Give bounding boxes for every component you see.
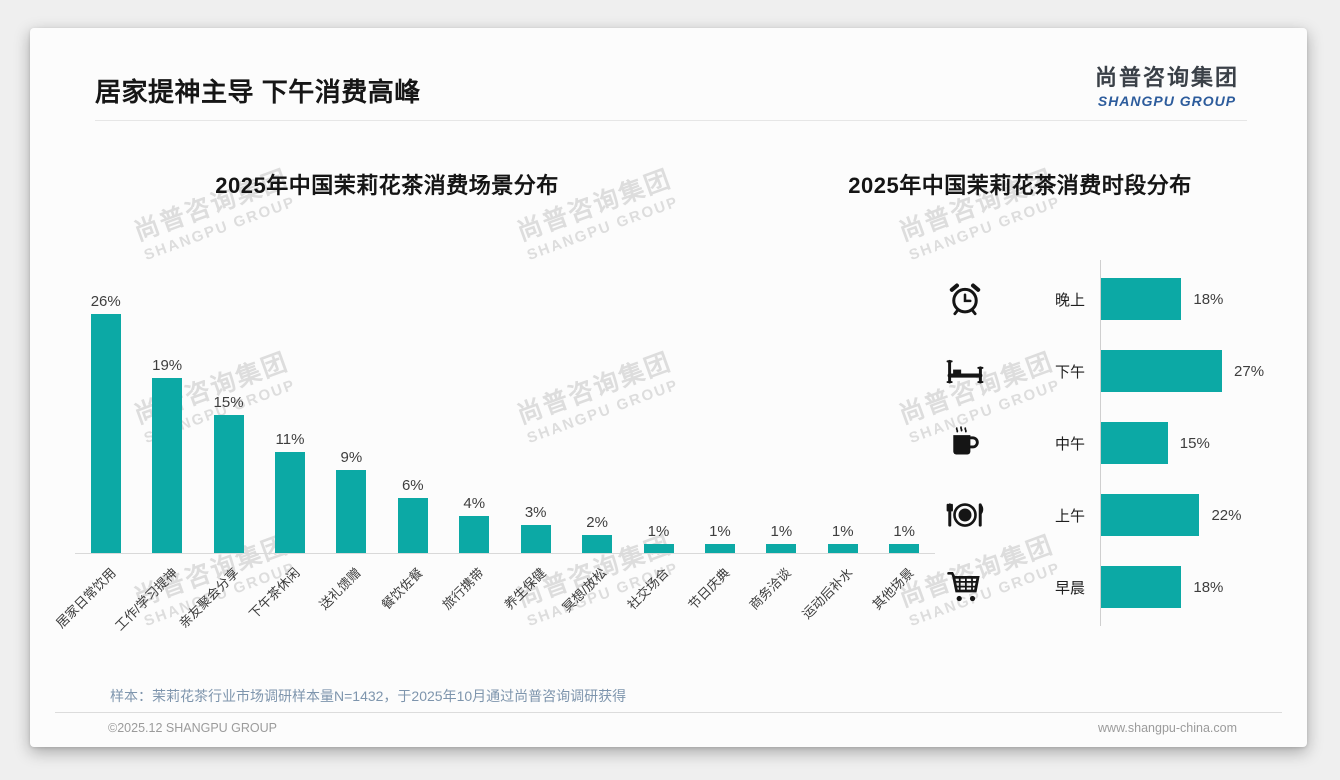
time-chart-title: 2025年中国茉莉花茶消费时段分布 bbox=[848, 173, 1192, 198]
bar-column: 1% 其他场景 bbox=[870, 287, 934, 613]
shopping-cart-icon bbox=[940, 566, 990, 608]
scene-bar bbox=[704, 543, 735, 553]
bar-value-label: 9% bbox=[340, 449, 363, 467]
time-bar-wrap: 15% bbox=[1100, 422, 1210, 464]
bar-column: 9% 送礼馈赠 bbox=[317, 287, 382, 613]
time-row: 早晨 18% bbox=[820, 551, 1285, 623]
bar-column: 1% 节日庆典 bbox=[685, 287, 750, 613]
title-divider bbox=[95, 120, 1247, 121]
time-label: 中午 bbox=[1054, 435, 1085, 453]
bar-value-label: 2% bbox=[586, 513, 608, 531]
bar-value-label: 1% bbox=[770, 522, 793, 540]
sample-footnote: 样本：茉莉花茶行业市场调研样本量N=1432，于2025年10月通过尚普咨询调研… bbox=[110, 688, 627, 704]
scene-bar bbox=[336, 470, 367, 553]
category-label: 下午茶休闲 bbox=[246, 565, 303, 622]
time-label: 晚上 bbox=[1054, 291, 1085, 309]
bar-column: 2% 冥想/放松 bbox=[560, 287, 627, 615]
category-label: 冥想/放松 bbox=[559, 565, 610, 616]
footer-copyright: ©2025.12 SHANGPU GROUP bbox=[108, 721, 277, 735]
scene-bar bbox=[520, 525, 551, 553]
report-slide: 尚普咨询集团 SHANGPU GROUP 尚普咨询集团 SHANGPU GROUP 尚普… bbox=[30, 28, 1307, 747]
time-value-label: 27% bbox=[1234, 362, 1265, 380]
bar-column: 15% 亲友聚会分享 bbox=[176, 287, 259, 631]
time-bar-wrap: 18% bbox=[1100, 566, 1223, 608]
bar-column: 4% 旅行携带 bbox=[440, 287, 505, 613]
time-chart-rows: 晚上 18% 下午 27% 中午 15% 上午 22% 早晨 18% bbox=[820, 260, 1285, 626]
category-label: 养生保健 bbox=[501, 565, 549, 613]
bar-column: 1% 社交场合 bbox=[624, 287, 689, 613]
scene-bar bbox=[213, 415, 244, 553]
time-label: 上午 bbox=[1054, 507, 1085, 525]
bar-value-label: 15% bbox=[213, 394, 244, 411]
bar-value-label: 4% bbox=[463, 495, 486, 513]
scene-bar bbox=[397, 497, 428, 553]
category-label: 旅行携带 bbox=[439, 565, 487, 613]
time-value-label: 15% bbox=[1179, 434, 1210, 452]
time-label: 下午 bbox=[1054, 363, 1085, 381]
scene-chart-title: 2025年中国茉莉花茶消费场景分布 bbox=[215, 173, 559, 198]
category-label: 送礼馈赠 bbox=[316, 565, 365, 613]
time-bar-wrap: 27% bbox=[1100, 350, 1264, 392]
time-bar-wrap: 22% bbox=[1100, 494, 1241, 536]
time-row: 上午 22% bbox=[820, 479, 1285, 551]
category-label: 餐饮佐餐 bbox=[378, 565, 426, 613]
time-label: 早晨 bbox=[1054, 579, 1085, 597]
category-label: 节日庆典 bbox=[685, 565, 733, 613]
bed-icon bbox=[940, 350, 990, 392]
bar-value-label: 1% bbox=[647, 522, 670, 540]
time-bar bbox=[1100, 494, 1200, 536]
scene-bar bbox=[152, 378, 183, 553]
footer-divider bbox=[55, 712, 1282, 713]
bar-column: 19% 工作/学习提神 bbox=[112, 287, 197, 633]
bar-value-label: 3% bbox=[524, 504, 547, 522]
category-label: 社交场合 bbox=[623, 565, 672, 613]
company-logo: 尚普咨询集团 SHANGPU GROUP bbox=[1095, 60, 1239, 109]
scene-bar bbox=[274, 451, 305, 553]
time-bar bbox=[1100, 566, 1182, 608]
dining-icon bbox=[940, 494, 990, 536]
category-label: 亲友聚会分享 bbox=[175, 565, 242, 631]
scene-bar bbox=[582, 534, 613, 553]
bar-column: 11% 下午茶休闲 bbox=[246, 287, 320, 622]
bar-value-label: 1% bbox=[893, 522, 916, 540]
logo-en-text: SHANGPU GROUP bbox=[1097, 93, 1237, 109]
bar-value-label: 26% bbox=[90, 292, 121, 310]
bar-value-label: 19% bbox=[152, 357, 183, 375]
time-bar bbox=[1100, 422, 1168, 464]
bar-column: 1% 商务洽谈 bbox=[747, 287, 812, 613]
category-label: 工作/学习提神 bbox=[111, 565, 180, 634]
scene-bar bbox=[827, 543, 858, 553]
scene-bar bbox=[766, 543, 797, 553]
bar-value-label: 11% bbox=[275, 430, 305, 448]
scene-bar bbox=[889, 543, 920, 553]
bar-value-label: 1% bbox=[709, 522, 731, 540]
time-bar bbox=[1100, 278, 1182, 320]
scene-bar bbox=[643, 543, 674, 553]
bar-column: 1% 运动后补水 bbox=[799, 287, 873, 622]
category-label: 居家日常饮用 bbox=[52, 565, 119, 631]
time-bar bbox=[1100, 350, 1223, 392]
time-value-label: 18% bbox=[1193, 578, 1224, 596]
time-row: 晚上 18% bbox=[820, 263, 1285, 335]
scene-bar bbox=[90, 313, 121, 553]
category-label: 商务洽谈 bbox=[746, 565, 795, 613]
time-value-label: 22% bbox=[1211, 506, 1242, 524]
bar-column: 6% 餐饮佐餐 bbox=[378, 287, 443, 613]
footer-website-link[interactable]: www.shangpu-china.com bbox=[1098, 721, 1237, 735]
page-title: 居家提神主导 下午消费高峰 bbox=[95, 77, 421, 107]
alarm-clock-icon bbox=[940, 280, 990, 318]
coffee-icon bbox=[940, 424, 990, 462]
bar-value-label: 6% bbox=[401, 476, 424, 494]
scene-chart-plot: 26% 居家日常饮用 19% 工作/学习提神 15% 亲友聚会分享 11% 下午茶休闲 9% 送礼… bbox=[53, 287, 935, 633]
time-value-label: 18% bbox=[1193, 290, 1224, 308]
logo-cn-text: 尚普咨询集团 bbox=[1094, 65, 1239, 90]
time-row: 中午 15% bbox=[820, 407, 1285, 479]
time-chart-axis bbox=[1100, 260, 1101, 626]
bar-column: 26% 居家日常饮用 bbox=[53, 287, 136, 631]
time-row: 下午 27% bbox=[820, 335, 1285, 407]
time-bar-wrap: 18% bbox=[1100, 278, 1223, 320]
bar-column: 3% 养生保健 bbox=[501, 287, 566, 613]
bar-value-label: 1% bbox=[831, 522, 854, 540]
scene-bar bbox=[459, 516, 490, 553]
